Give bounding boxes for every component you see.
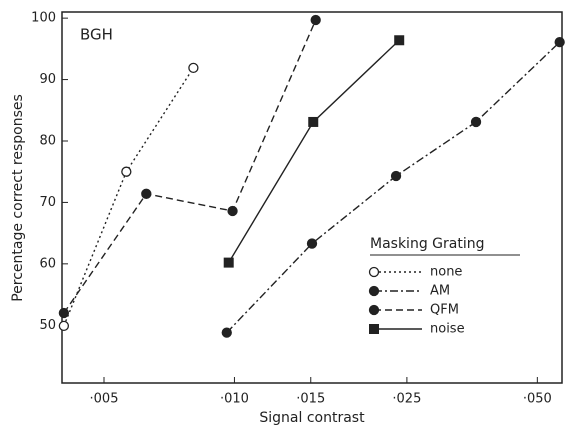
marker xyxy=(390,170,402,182)
legend-label: QFM xyxy=(430,303,459,318)
annotation: BGH xyxy=(80,26,113,44)
marker xyxy=(470,116,482,128)
x-axis-label: Signal contrast xyxy=(259,410,365,426)
legend-label: noise xyxy=(430,322,465,337)
marker xyxy=(223,257,234,268)
marker xyxy=(221,327,232,338)
marker xyxy=(394,35,405,46)
marker xyxy=(310,14,321,26)
legend-marker xyxy=(368,304,380,316)
x-tick-label: ·025 xyxy=(392,392,421,407)
legend-marker xyxy=(369,324,379,334)
y-tick-label: 70 xyxy=(39,195,56,210)
legend-marker xyxy=(368,285,380,297)
marker xyxy=(58,307,70,319)
marker xyxy=(141,188,152,199)
y-tick-label: 60 xyxy=(39,256,56,271)
series-line xyxy=(226,41,561,334)
x-tick-label: ·050 xyxy=(523,392,552,407)
y-tick-label: 90 xyxy=(39,72,56,87)
plot-frame xyxy=(61,11,563,384)
y-tick-label: 50 xyxy=(39,318,56,333)
series-line xyxy=(63,19,317,314)
legend-label: AM xyxy=(430,284,450,299)
y-axis-label: Percentage correct responses xyxy=(10,94,26,302)
marker xyxy=(227,205,238,217)
series-line xyxy=(63,67,194,327)
marker xyxy=(121,166,132,177)
series-line xyxy=(228,39,400,263)
marker xyxy=(188,62,199,74)
legend-label: none xyxy=(430,265,462,280)
x-tick-label: ·015 xyxy=(296,392,325,407)
marker xyxy=(554,36,565,48)
x-tick-label: ·005 xyxy=(90,392,119,407)
x-tick-label: ·010 xyxy=(220,392,249,407)
legend-marker xyxy=(368,266,380,278)
legend-title: Masking Grating xyxy=(370,236,484,252)
marker xyxy=(58,320,70,332)
marker xyxy=(308,116,319,127)
y-tick-label: 80 xyxy=(39,133,56,148)
marker xyxy=(306,238,318,249)
y-tick-label: 100 xyxy=(31,11,56,26)
